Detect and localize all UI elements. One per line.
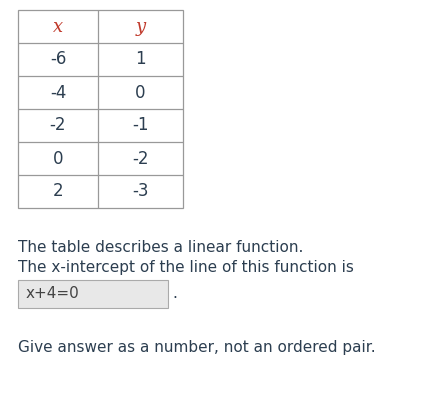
Bar [18,10,183,208]
Text: y: y [135,17,146,36]
Text: The x-intercept of the line of this function is: The x-intercept of the line of this func… [18,260,354,275]
Text: -2: -2 [50,116,66,135]
Text: Give answer as a number, not an ordered pair.: Give answer as a number, not an ordered … [18,340,376,355]
Text: -1: -1 [132,116,149,135]
Text: 2: 2 [52,183,64,200]
FancyBboxPatch shape [18,280,168,308]
Text: The table describes a linear function.: The table describes a linear function. [18,240,303,255]
Text: 0: 0 [135,84,146,101]
Text: 0: 0 [53,150,63,168]
Text: x+4=0: x+4=0 [26,286,80,301]
Text: .: . [172,286,177,301]
Text: x: x [53,17,63,36]
Text: -4: -4 [50,84,66,101]
Text: -3: -3 [132,183,149,200]
Text: 1: 1 [135,51,146,69]
Text: -2: -2 [132,150,149,168]
Text: -6: -6 [50,51,66,69]
